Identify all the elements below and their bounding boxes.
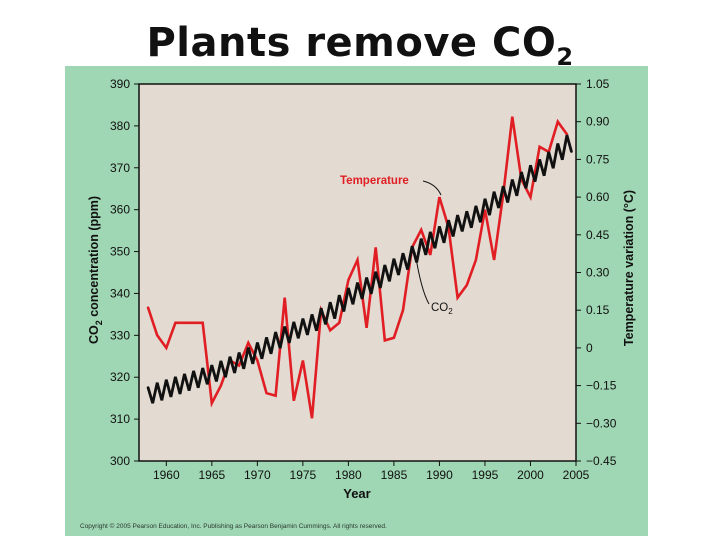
title-text: Plants remove CO xyxy=(146,20,557,66)
y-left-tick-label: 320 xyxy=(110,370,130,384)
temperature-annotation: Temperature xyxy=(340,175,409,187)
title-subscript: 2 xyxy=(556,43,574,71)
y-right-tick-label: 0.90 xyxy=(586,115,610,129)
y-left-tick-label: 300 xyxy=(110,454,130,468)
y-axis-left-label: CO2 concentration (ppm) xyxy=(87,196,104,344)
co2-series-line xyxy=(146,134,573,404)
y-left-tick-label: 340 xyxy=(110,286,130,300)
x-tick-label: 1990 xyxy=(426,468,453,482)
y-left-tick-label: 330 xyxy=(110,328,130,342)
y-right-tick-label: 0.60 xyxy=(586,190,610,204)
co2-annotation-text: CO xyxy=(431,302,448,314)
y-right-tick-label: 1.05 xyxy=(586,77,610,91)
y-right-tick-label: 0 xyxy=(586,341,593,355)
y-left-tick-label: 370 xyxy=(110,161,130,175)
plot-frame xyxy=(138,83,577,462)
slide-title: Plants remove CO2 xyxy=(0,20,720,71)
tick-layer xyxy=(134,83,581,466)
y-left-tick-label: 310 xyxy=(110,412,130,426)
co2-leader-line xyxy=(414,251,430,305)
y-left-tick-label: 380 xyxy=(110,119,130,133)
y-right-tick-label: −0.15 xyxy=(586,379,617,393)
y-right-tick-label: 0.30 xyxy=(586,266,610,280)
y-left-label-sub: 2 xyxy=(94,320,104,325)
label-layer: 1960 1965 1970 1975 1980 1985 1990 1995 2000 2005… xyxy=(110,77,617,482)
x-tick-label: 1995 xyxy=(472,468,499,482)
y-right-tick-label: −0.30 xyxy=(586,416,617,430)
co2-annotation: CO2 xyxy=(431,302,453,316)
y-axis-right-label: Temperature variation (°C) xyxy=(622,190,636,346)
y-left-tick-label: 390 xyxy=(110,77,130,91)
y-left-label-co: CO xyxy=(87,325,101,344)
x-tick-label: 1985 xyxy=(381,468,408,482)
temperature-leader-line xyxy=(422,180,442,196)
x-tick-label: 2000 xyxy=(517,468,544,482)
temperature-series-line xyxy=(146,116,569,419)
y-right-tick-label: −0.45 xyxy=(586,454,617,468)
co2-annotation-sub: 2 xyxy=(448,307,453,316)
y-left-tick-label: 360 xyxy=(110,203,130,217)
y-right-tick-label: 0.45 xyxy=(586,228,610,242)
x-tick-label: 1975 xyxy=(290,468,317,482)
y-left-label-suffix: concentration (ppm) xyxy=(87,196,101,320)
x-tick-label: 1960 xyxy=(153,468,180,482)
y-right-tick-label: 0.75 xyxy=(586,152,610,166)
y-left-tick-label: 350 xyxy=(110,245,130,259)
x-tick-label: 1980 xyxy=(335,468,362,482)
x-tick-label: 1970 xyxy=(244,468,271,482)
copyright-notice: Copyright © 2005 Pearson Education, Inc.… xyxy=(80,523,387,530)
x-tick-label: 1965 xyxy=(198,468,225,482)
x-tick-label: 2005 xyxy=(563,468,590,482)
y-right-tick-label: 0.15 xyxy=(586,303,610,317)
x-axis-label: Year xyxy=(343,486,370,501)
series-layer xyxy=(146,116,573,419)
